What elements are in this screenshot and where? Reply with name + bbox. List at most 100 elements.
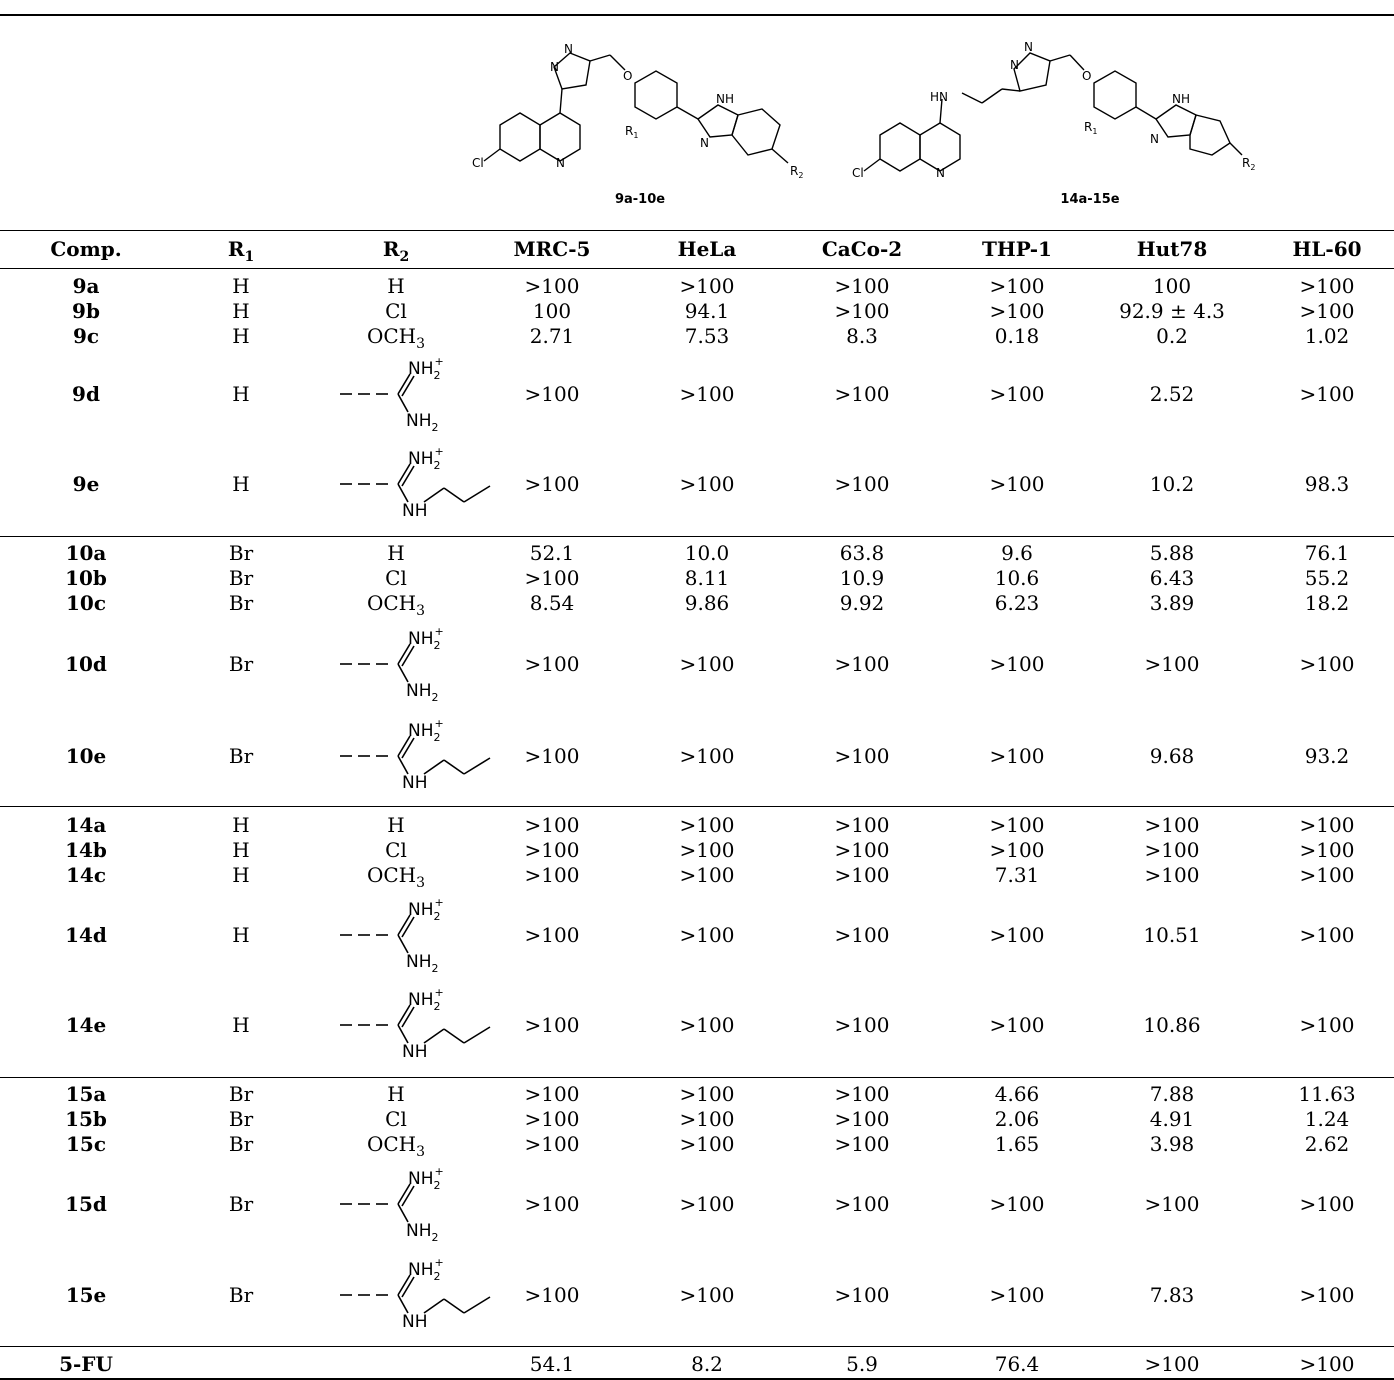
compound-id: 9d <box>72 382 100 406</box>
r2-subscript: 3 <box>416 1144 426 1160</box>
value-hl60: 55.2 <box>1304 566 1350 590</box>
value-thp1: 7.31 <box>994 863 1040 887</box>
value-hl60: 1.02 <box>1304 324 1350 348</box>
value-hela: >100 <box>679 652 735 676</box>
value-caco2: >100 <box>834 1107 890 1131</box>
compound-id: 9e <box>72 472 100 496</box>
compound-id: 10e <box>65 744 107 768</box>
r2-bottom-group: NH <box>402 501 428 521</box>
triazole-nitrogen-1: N <box>550 60 559 74</box>
value-hl60: 2.62 <box>1304 1132 1350 1156</box>
value-caco2: >100 <box>834 923 890 947</box>
value-hela: >100 <box>679 1192 735 1216</box>
value-hela: >100 <box>679 923 735 947</box>
r1-value: Br <box>228 744 254 768</box>
r1-value: H <box>232 838 250 862</box>
value-hl60: >100 <box>1299 923 1355 947</box>
r2-value: Cl <box>385 838 407 862</box>
value-caco2: >100 <box>834 1013 890 1037</box>
value-hl60: 76.1 <box>1304 541 1350 565</box>
value-hut78: >100 <box>1144 1352 1200 1376</box>
r2-guanidine-structure: NH2+ NH <box>340 986 491 1062</box>
compound-id: 10a <box>65 541 107 565</box>
value-mrc5: 100 <box>532 299 572 323</box>
r2-top-group: NH2+ <box>408 896 444 923</box>
value-mrc5: >100 <box>524 744 580 768</box>
compound-id: 15e <box>65 1283 107 1307</box>
header-hela: HeLa <box>677 237 737 261</box>
value-caco2: 8.3 <box>846 324 878 348</box>
value-hela: >100 <box>679 744 735 768</box>
value-caco2: 63.8 <box>839 541 885 565</box>
value-mrc5: 52.1 <box>529 541 575 565</box>
value-thp1: >100 <box>989 838 1045 862</box>
compound-id: 14a <box>65 813 107 837</box>
r2-bottom-group: NH <box>402 773 428 793</box>
header-rule <box>0 268 1394 269</box>
r2-value: Cl <box>385 566 407 590</box>
value-caco2: 9.92 <box>839 591 885 615</box>
value-mrc5: >100 <box>524 838 580 862</box>
value-hut78: >100 <box>1144 863 1200 887</box>
value-hela: >100 <box>679 382 735 406</box>
value-caco2: 5.9 <box>846 1352 878 1376</box>
value-mrc5: >100 <box>524 1013 580 1037</box>
r1-value: H <box>232 813 250 837</box>
compound-id: 9b <box>72 299 100 323</box>
value-hut78: 0.2 <box>1156 324 1188 348</box>
group-rule-4 <box>0 1346 1394 1347</box>
value-hut78: 100 <box>1152 274 1192 298</box>
value-hela: >100 <box>679 1082 735 1106</box>
value-mrc5: >100 <box>524 274 580 298</box>
r2-guanidine-structure: NH2+ NH <box>340 1256 491 1332</box>
value-caco2: >100 <box>834 744 890 768</box>
value-hut78: >100 <box>1144 813 1200 837</box>
quinoline-nitrogen: N <box>556 156 565 170</box>
r1-atom: R1 <box>625 124 638 140</box>
value-hela: >100 <box>679 472 735 496</box>
value-hut78: 6.43 <box>1149 566 1195 590</box>
r2-atom: R2 <box>790 164 803 180</box>
imidazole-nh-2: NH <box>1172 92 1190 106</box>
value-hl60: >100 <box>1299 1013 1355 1037</box>
value-mrc5: >100 <box>524 1132 580 1156</box>
compound-id: 10b <box>65 566 107 590</box>
triazole-nitrogen-2: N <box>564 42 573 56</box>
r2-amidine-structure: NH2+ NH2 <box>340 1165 444 1244</box>
value-hut78: >100 <box>1144 652 1200 676</box>
r1-value: Br <box>228 541 254 565</box>
r2-guanidine-structure: NH2+ NH <box>340 717 491 793</box>
r2-value: H <box>387 541 405 565</box>
value-mrc5: 54.1 <box>529 1352 575 1376</box>
value-hut78: 10.2 <box>1149 472 1195 496</box>
value-caco2: >100 <box>834 382 890 406</box>
value-hela: >100 <box>679 813 735 837</box>
value-thp1: 10.6 <box>994 566 1040 590</box>
value-caco2: >100 <box>834 1192 890 1216</box>
value-mrc5: 8.54 <box>529 591 575 615</box>
value-hl60: >100 <box>1299 813 1355 837</box>
header-caco2: CaCo-2 <box>821 237 903 261</box>
value-hela: >100 <box>679 1013 735 1037</box>
value-hela: 8.11 <box>684 566 730 590</box>
compound-id: 9c <box>72 324 100 348</box>
compound-id: 15d <box>65 1192 107 1216</box>
value-thp1: >100 <box>989 1013 1045 1037</box>
r1-value: Br <box>228 652 254 676</box>
value-hut78: 7.88 <box>1149 1082 1195 1106</box>
value-hl60: >100 <box>1299 1283 1355 1307</box>
r2-bottom-group: NH <box>402 1312 428 1332</box>
value-caco2: >100 <box>834 472 890 496</box>
value-mrc5: >100 <box>524 1107 580 1131</box>
structure-label-2: 14a-15e <box>1060 192 1120 207</box>
value-hela: >100 <box>679 838 735 862</box>
r2-value: Cl <box>385 299 407 323</box>
r2-base: OCH <box>366 324 417 348</box>
header-hl60: HL-60 <box>1292 237 1362 261</box>
r2-bottom-group: NH2 <box>406 681 439 704</box>
r2-value: OCH3 <box>367 1132 425 1164</box>
compound-id: 14e <box>65 1013 107 1037</box>
r1-value: Br <box>228 1082 254 1106</box>
r2-top-group: NH2+ <box>408 355 444 382</box>
r2-value: H <box>387 1082 405 1106</box>
